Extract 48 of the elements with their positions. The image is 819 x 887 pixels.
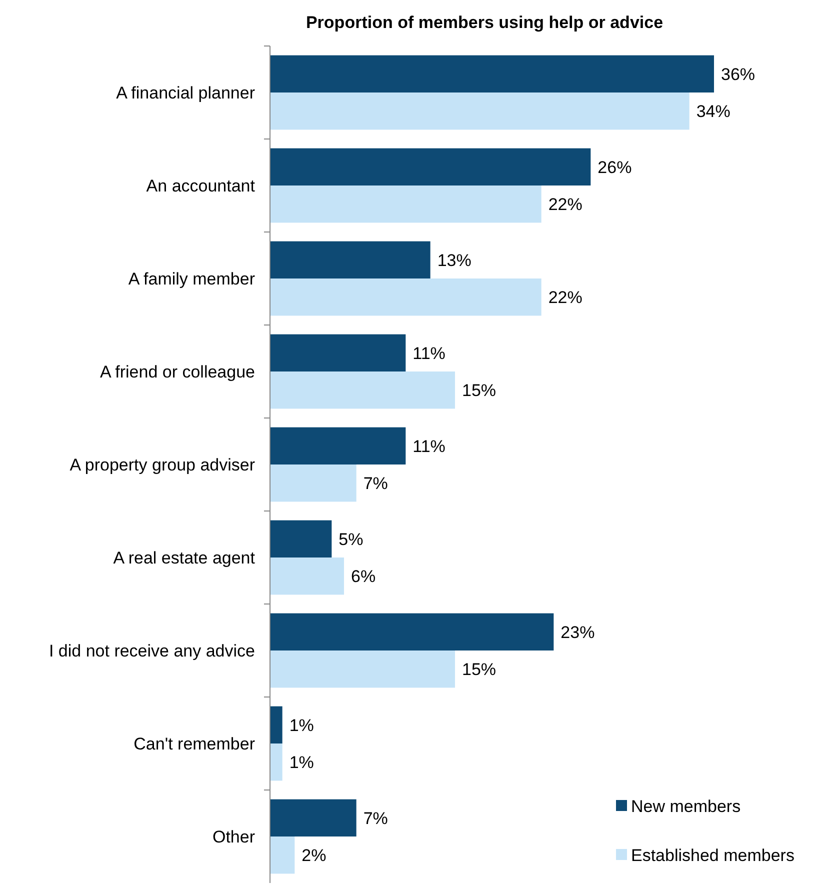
bar (270, 836, 295, 874)
data-label: 15% (462, 381, 496, 400)
bar (270, 558, 344, 595)
bar (270, 650, 455, 688)
bar (270, 148, 591, 186)
y-tick-label: An accountant (146, 176, 256, 196)
data-label: 34% (696, 102, 730, 122)
data-label: 11% (412, 436, 446, 456)
bar (270, 92, 690, 130)
bar (270, 241, 430, 278)
data-label: 13% (437, 250, 472, 270)
bar (270, 55, 714, 92)
y-tick-label: Can't remember (134, 734, 256, 754)
bar (270, 799, 356, 836)
bar (270, 520, 332, 558)
data-label: 6% (351, 567, 376, 586)
y-tick-label: Other (212, 827, 256, 846)
bar (270, 706, 282, 744)
legend-label: Established members (631, 846, 794, 865)
data-label: 1% (289, 716, 314, 735)
data-label: 36% (721, 64, 756, 84)
bar (270, 744, 282, 781)
bar (270, 464, 356, 502)
legend-label: New members (631, 796, 741, 816)
y-tick-label: A family member (128, 269, 256, 288)
data-label: 2% (302, 846, 326, 866)
bar (270, 427, 406, 464)
y-tick-label: A real estate agent (113, 548, 256, 568)
data-label: 26% (598, 158, 632, 177)
data-label: 5% (338, 530, 364, 549)
data-label: 15% (462, 660, 496, 680)
y-tick-label: A financial planner (116, 83, 256, 102)
data-label: 7% (363, 808, 388, 828)
bar (270, 186, 542, 223)
data-label: 23% (560, 622, 595, 642)
data-label: 11% (412, 344, 446, 363)
y-tick-label: I did not receive any advice (48, 641, 255, 660)
bar (270, 613, 554, 650)
data-label: 7% (363, 474, 388, 494)
data-label: 22% (548, 288, 582, 308)
bar (270, 334, 406, 372)
y-tick-label: A friend or colleague (100, 362, 255, 382)
chart-title: Proportion of members using help or advice (306, 13, 664, 32)
data-label: 22% (548, 195, 582, 214)
data-label: 1% (289, 753, 314, 772)
bar (270, 278, 542, 316)
bar (270, 372, 455, 409)
y-tick-label: A property group adviser (70, 455, 256, 474)
